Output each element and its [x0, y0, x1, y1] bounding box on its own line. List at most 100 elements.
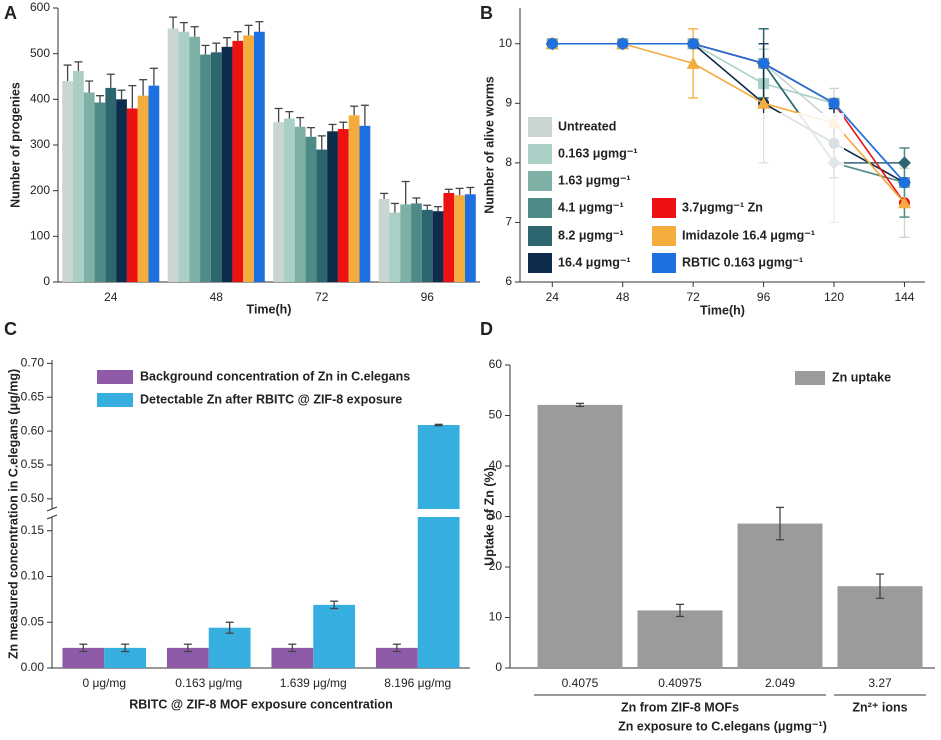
bar — [313, 604, 356, 668]
bar — [83, 92, 95, 282]
bar — [737, 523, 823, 668]
legend-swatch — [528, 226, 552, 246]
bar — [94, 102, 106, 282]
y-tick-label: 20 — [489, 559, 503, 573]
legend-box — [522, 113, 844, 277]
y-tick-label: 9 — [505, 95, 512, 109]
bar — [273, 122, 285, 283]
y-tick-label: 60 — [489, 357, 503, 371]
legend-swatch — [795, 371, 825, 385]
y-axis-title: Number of progenies — [8, 82, 22, 208]
marker — [546, 38, 558, 50]
panel-label: C — [4, 319, 17, 339]
bar — [837, 586, 923, 668]
y-tick-label: 30 — [489, 509, 503, 523]
y-axis-title: Number of alive worms — [482, 76, 496, 214]
x-tick-label: 2.049 — [765, 676, 795, 690]
x-tick-label: 24 — [546, 290, 560, 304]
legend-swatch — [652, 226, 676, 246]
bar — [454, 195, 465, 282]
bar — [73, 71, 84, 283]
bar — [537, 404, 623, 668]
marker — [686, 56, 700, 69]
x-tick-label: 72 — [315, 290, 329, 304]
y-tick-label: 400 — [30, 92, 50, 106]
y-tick-label: 0 — [495, 660, 502, 674]
bar — [126, 108, 138, 282]
x-axis-title: Zn exposure to C.elegans (μgmg⁻¹) — [618, 719, 827, 733]
bar — [316, 149, 328, 282]
bar — [337, 129, 349, 282]
bar — [189, 36, 201, 282]
bar — [400, 204, 412, 282]
bar — [208, 627, 251, 668]
bar — [417, 517, 460, 668]
x-tick-label: 120 — [824, 290, 844, 304]
bar — [166, 647, 209, 668]
group-label: Zn from ZIF-8 MOFs — [621, 700, 739, 714]
x-tick-label: 1.639 μg/mg — [280, 676, 347, 690]
panel-label: D — [480, 319, 493, 339]
x-tick-label: 0 μg/mg — [82, 676, 126, 690]
bar — [243, 35, 254, 283]
bar — [221, 46, 233, 282]
bar — [327, 131, 338, 282]
legend-label: 4.1 μgmg⁻¹ — [558, 200, 624, 214]
marker — [617, 38, 629, 50]
bar — [62, 647, 105, 668]
bar — [105, 87, 117, 283]
y-tick-label: 0.05 — [21, 614, 45, 628]
bar — [62, 81, 74, 282]
y-tick-label: 100 — [30, 229, 50, 243]
bar — [443, 192, 455, 282]
bar — [137, 95, 149, 283]
legend-swatch — [528, 144, 552, 164]
legend-label: 0.163 μgmg⁻¹ — [558, 146, 638, 160]
legend-label: RBTIC 0.163 μgmg⁻¹ — [682, 255, 803, 269]
marker — [897, 156, 911, 170]
x-tick-label: 48 — [616, 290, 630, 304]
legend-label: Imidazole 16.4 μgmg⁻¹ — [682, 228, 815, 242]
legend-swatch — [97, 393, 133, 407]
bar — [375, 647, 418, 668]
legend-label: Zn uptake — [832, 370, 891, 384]
legend-swatch — [528, 171, 552, 191]
bar — [432, 211, 444, 282]
x-tick-label: 24 — [104, 290, 118, 304]
y-tick-label: 50 — [489, 408, 503, 422]
marker — [687, 38, 699, 50]
y-axis-title: Uptake of Zn (%) — [482, 467, 496, 566]
x-tick-label: 96 — [421, 290, 435, 304]
y-tick-label: 0 — [43, 274, 50, 288]
marker — [828, 97, 840, 109]
bar — [359, 125, 371, 282]
legend-swatch — [652, 198, 676, 218]
y-tick-label: 0.15 — [21, 523, 45, 537]
x-axis-title: Time(h) — [247, 302, 292, 316]
y-tick-label: 0.50 — [21, 491, 45, 505]
legend-swatch — [528, 253, 552, 273]
legend-swatch — [528, 117, 552, 137]
legend-swatch — [652, 253, 676, 273]
x-tick-label: 0.4075 — [562, 676, 599, 690]
bar — [411, 203, 422, 282]
bar — [348, 115, 360, 282]
x-tick-label: 8.196 μg/mg — [384, 676, 451, 690]
bar — [421, 209, 433, 282]
bar — [417, 425, 460, 509]
y-tick-label: 0.55 — [21, 457, 45, 471]
marker — [898, 177, 910, 189]
y-tick-label: 0.60 — [21, 423, 45, 437]
x-tick-label: 0.40975 — [658, 676, 702, 690]
bar — [232, 40, 244, 282]
y-tick-label: 600 — [30, 0, 50, 14]
y-tick-label: 10 — [489, 610, 503, 624]
y-tick-label: 200 — [30, 183, 50, 197]
bar — [378, 198, 390, 282]
y-tick-label: 8 — [505, 155, 512, 169]
y-axis-title: Zn measured concentration in C.elegans (… — [6, 369, 20, 659]
axis-break — [46, 506, 58, 512]
bar — [178, 31, 190, 282]
legend-label: Untreated — [558, 119, 616, 133]
